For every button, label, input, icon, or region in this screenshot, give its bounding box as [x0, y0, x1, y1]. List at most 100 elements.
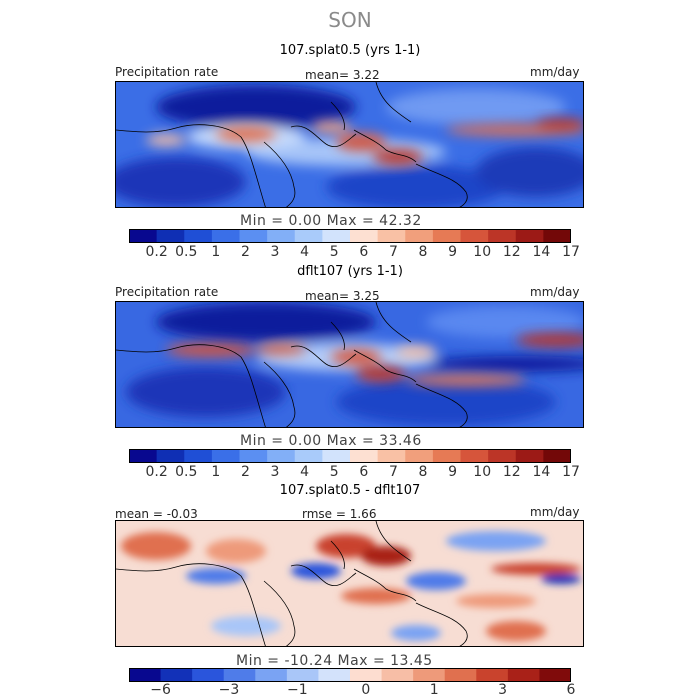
panel-3-units: mm/day: [530, 505, 580, 519]
colorbar-tick-label: 6: [359, 244, 369, 260]
colorbar-swatch: [322, 229, 351, 243]
colorbar-swatch: [318, 668, 351, 682]
colorbar-swatch: [192, 668, 225, 682]
panel-3-stats: Min = -10.24 Max = 13.45: [236, 653, 433, 669]
colorbar-swatch: [294, 229, 323, 243]
colorbar-swatch: [322, 449, 351, 463]
panel-2-units: mm/day: [530, 285, 580, 299]
colorbar-swatch: [286, 668, 319, 682]
panel-3-rmse: rmse = 1.66: [302, 507, 377, 521]
panel-2-mean: mean= 3.25: [305, 289, 380, 303]
colorbar-swatch: [156, 229, 185, 243]
colorbar-swatch: [255, 668, 288, 682]
colorbar-swatch: [377, 229, 406, 243]
colorbar-swatch: [239, 449, 268, 463]
colorbar-tick-label: 0.2: [145, 464, 168, 480]
colorbar-tick-label: 1: [211, 244, 221, 260]
colorbar-tick-label: 1: [429, 682, 439, 698]
colorbar-border: [129, 229, 571, 243]
colorbar-swatch: [488, 229, 517, 243]
panel-1-colorbar: [129, 229, 571, 243]
colorbar-swatch: [543, 229, 571, 243]
colorbar-swatch: [488, 449, 517, 463]
colorbar-tick-label: −3: [218, 682, 240, 698]
colorbar-tick-label: 6: [566, 682, 576, 698]
colorbar-tick-label: −6: [150, 682, 171, 698]
colorbar-tick-label: 8: [418, 244, 428, 260]
colorbar-border: [129, 668, 571, 682]
colorbar-tick-label: 14: [532, 244, 551, 260]
colorbar-tick-label: 17: [562, 244, 580, 260]
colorbar-tick-label: 4: [300, 464, 310, 480]
colorbar-swatch: [129, 668, 162, 682]
colorbar-tick-label: 0.5: [175, 244, 198, 260]
panel-3-colorbar-swatches: [129, 668, 571, 682]
colorbar-swatch: [239, 229, 268, 243]
colorbar-border: [129, 449, 571, 463]
colorbar-swatch: [381, 668, 414, 682]
colorbar-tick-label: −1: [287, 682, 308, 698]
season-title: SON: [328, 8, 372, 32]
colorbar-tick-label: 5: [329, 244, 339, 260]
colorbar-swatch: [476, 668, 509, 682]
colorbar-swatch: [294, 449, 323, 463]
panel-1-stats: Min = 0.00 Max = 42.32: [240, 213, 422, 229]
panel-2-left-label: Precipitation rate: [115, 285, 219, 299]
colorbar-tick-label: 3: [270, 244, 280, 260]
panel-3-mean: mean = -0.03: [115, 507, 198, 521]
colorbar-tick-label: 3: [498, 682, 508, 698]
colorbar-swatch: [405, 229, 434, 243]
colorbar-tick-label: 7: [388, 244, 398, 260]
colorbar-swatch: [223, 668, 256, 682]
colorbar-swatch: [267, 449, 296, 463]
panel-1-colorbar-swatches: [129, 229, 571, 243]
colorbar-tick-label: 0.5: [175, 464, 198, 480]
colorbar-swatch: [432, 449, 462, 463]
colorbar-swatch: [350, 229, 379, 243]
colorbar-tick-label: 14: [532, 464, 551, 480]
colorbar-tick-label: 17: [562, 464, 580, 480]
colorbar-swatch: [184, 449, 213, 463]
colorbar-tick-label: 12: [502, 464, 521, 480]
colorbar-swatch: [543, 449, 571, 463]
colorbar-swatch: [432, 229, 462, 243]
colorbar-swatch: [129, 229, 158, 243]
colorbar-tick-label: 8: [418, 464, 428, 480]
panel-1-mean: mean= 3.22: [305, 68, 380, 82]
panel-3-map: [115, 520, 584, 647]
colorbar-tick-label: 9: [448, 464, 458, 480]
colorbar-swatch: [413, 668, 446, 682]
colorbar-tick-label: 10: [473, 464, 492, 480]
colorbar-swatch: [515, 449, 544, 463]
colorbar-tick-label: 4: [300, 244, 310, 260]
panel-2-title: dflt107 (yrs 1-1): [297, 264, 403, 279]
panel-2-map: [115, 301, 584, 428]
colorbar-tick-label: 9: [448, 244, 458, 260]
colorbar-tick-label: 0.2: [145, 244, 168, 260]
colorbar-swatch: [539, 668, 571, 682]
colorbar-swatch: [184, 229, 213, 243]
colorbar-swatch: [350, 668, 383, 682]
colorbar-swatch: [460, 449, 489, 463]
panel-2-colorbar-swatches: [129, 449, 571, 463]
colorbar-tick-label: 7: [388, 464, 398, 480]
colorbar-tick-label: 5: [329, 464, 339, 480]
colorbar-tick-label: 1: [211, 464, 221, 480]
colorbar-swatch: [129, 449, 158, 463]
panel-1-left-label: Precipitation rate: [115, 65, 219, 79]
colorbar-swatch: [507, 668, 540, 682]
colorbar-swatch: [211, 449, 241, 463]
panel-3-colorbar: [129, 668, 571, 682]
colorbar-swatch: [515, 229, 544, 243]
colorbar-swatch: [211, 229, 241, 243]
colorbar-swatch: [405, 449, 434, 463]
colorbar-tick-label: 12: [502, 244, 521, 260]
panel-1-map: [115, 81, 584, 208]
panel-1-title: 107.splat0.5 (yrs 1-1): [279, 43, 421, 58]
colorbar-tick-label: 2: [240, 464, 250, 480]
panel-2-colorbar: [129, 449, 571, 463]
colorbar-tick-label: 0: [361, 682, 371, 698]
colorbar-swatch: [460, 229, 489, 243]
panel-1-units: mm/day: [530, 65, 580, 79]
panel-3-title: 107.splat0.5 - dflt107: [279, 483, 421, 498]
